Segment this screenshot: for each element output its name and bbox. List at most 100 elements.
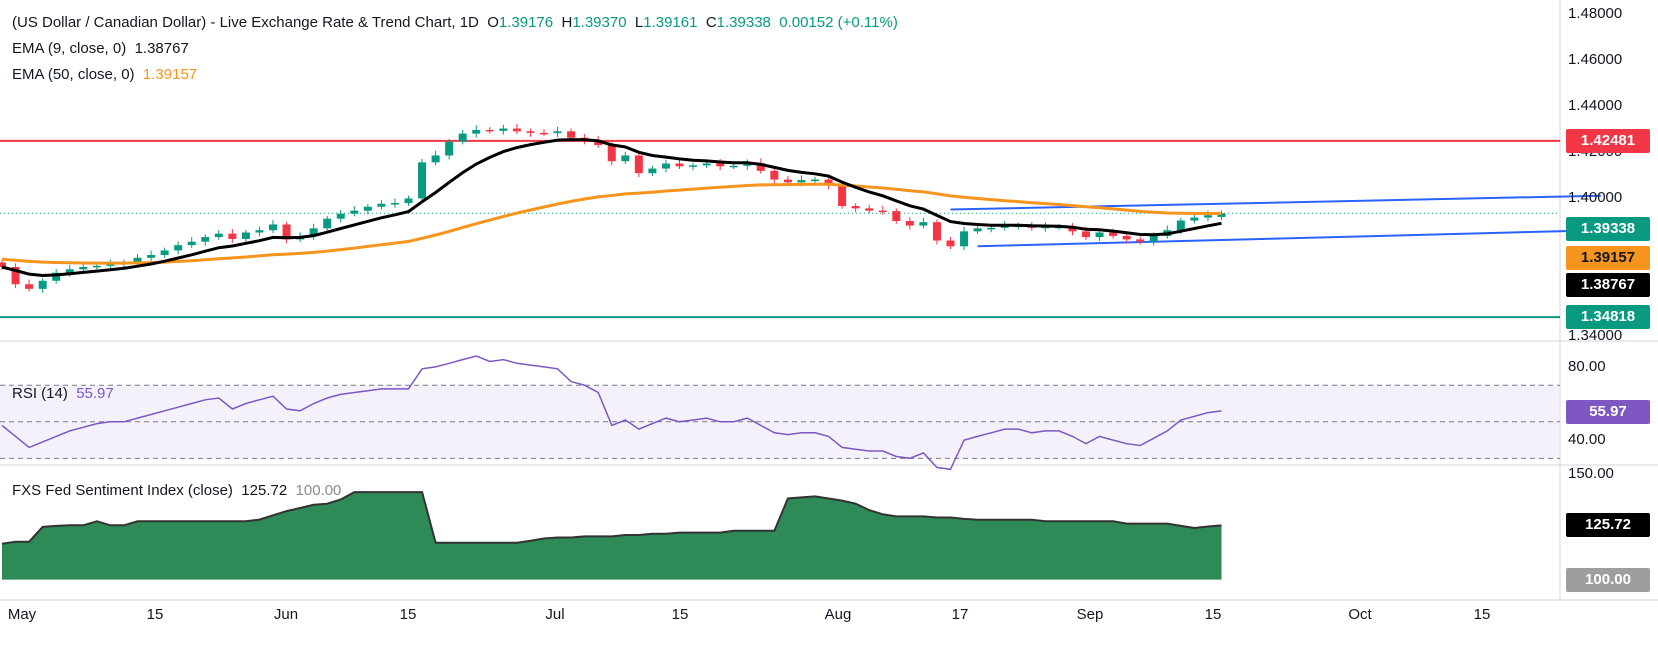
open-value: 1.39176 (498, 14, 554, 31)
change-value: 0.00152 (779, 14, 834, 31)
fed-value-secondary: 100.00 (295, 482, 342, 499)
rsi-pane[interactable] (0, 355, 1560, 471)
ema9-legend: EMA (9, close, 0) 1.38767 (12, 40, 189, 57)
fed-value: 125.72 (241, 482, 288, 499)
candle-body-72 (973, 228, 982, 232)
candle-body-54 (729, 165, 738, 168)
candle-body-8 (106, 264, 115, 266)
candle-body-26 (350, 210, 359, 214)
candle-body-37 (499, 128, 508, 131)
chart-title-row: (US Dollar / Canadian Dollar) - Live Exc… (12, 14, 898, 31)
candle-body-25 (336, 213, 345, 219)
candle-body-31 (418, 162, 427, 199)
price-pane[interactable] (0, 123, 1601, 319)
candle-body-35 (472, 129, 481, 134)
ema9-line (1, 138, 1222, 278)
candle-body-24 (323, 218, 332, 229)
candle-body-52 (702, 163, 711, 166)
candle-body-82 (1109, 232, 1118, 236)
candle-body-3 (38, 280, 47, 289)
candle-body-55 (743, 163, 752, 166)
price-tick-6: 1.34000 (1568, 327, 1623, 344)
price-level-tag-3: 1.38767 (1566, 273, 1650, 297)
candle-body-58 (783, 179, 792, 183)
rsi-tick-0: 80.00 (1568, 357, 1606, 375)
ema50-value: 1.39157 (142, 66, 198, 83)
candle-body-50 (675, 163, 684, 167)
candle-body-11 (147, 255, 156, 258)
trendline-channel-bottom (977, 229, 1601, 248)
candle-body-20 (269, 224, 277, 231)
candle-body-56 (756, 163, 765, 171)
change-percent: (+0.11%) (837, 14, 898, 31)
candle-body-47 (634, 155, 643, 174)
candle-body-63 (851, 206, 860, 209)
high-value: 1.39370 (572, 14, 627, 31)
fed-value-tag: 125.72 (1566, 513, 1650, 538)
candle-body-33 (445, 141, 454, 156)
price-tick-2: 1.44000 (1568, 97, 1623, 114)
candle-body-90 (1217, 213, 1226, 217)
candle-body-40 (540, 132, 548, 135)
candle-body-45 (607, 145, 616, 162)
candle-body-38 (512, 128, 521, 132)
x-tick-5: 15 (671, 606, 689, 623)
candle-body-53 (716, 163, 725, 167)
candle-body-85 (1149, 235, 1158, 242)
candle-body-48 (648, 168, 657, 174)
candle-body-77 (1041, 226, 1050, 229)
candle-body-59 (797, 180, 806, 183)
candle-body-28 (377, 203, 386, 207)
candle-body-73 (987, 227, 996, 230)
candle-body-1 (11, 267, 20, 285)
x-tick-6: Aug (824, 606, 852, 623)
ema9-label: EMA (9, close, 0) (12, 40, 127, 57)
trendline-channel-top (950, 194, 1601, 211)
candle-body-30 (404, 198, 413, 204)
candle-body-15 (201, 237, 210, 242)
candle-body-49 (661, 163, 670, 169)
x-tick-2: Jun (273, 606, 299, 623)
candle-body-44 (594, 140, 603, 146)
rsi-value: 55.97 (76, 385, 114, 402)
x-tick-11: 15 (1473, 606, 1491, 623)
candle-body-0 (0, 262, 6, 267)
fed-tick-0: 150.00 (1568, 465, 1614, 483)
candle-body-88 (1190, 217, 1199, 221)
x-tick-10: Oct (1348, 606, 1372, 623)
candle-body-67 (905, 221, 914, 226)
candle-body-62 (838, 185, 847, 207)
x-tick-8: Sep (1076, 606, 1104, 623)
x-tick-3: 15 (399, 606, 417, 623)
price-level-tag-4: 1.34818 (1566, 305, 1650, 330)
candle-body-42 (567, 131, 576, 138)
ema50-line (1, 182, 1222, 265)
ema9-value: 1.38767 (134, 40, 189, 57)
candle-body-32 (431, 155, 440, 163)
candle-body-46 (621, 155, 630, 162)
candle-body-19 (255, 230, 264, 233)
low-label: L (634, 14, 644, 31)
candle-body-17 (228, 233, 237, 239)
candle-body-14 (187, 241, 196, 246)
price-tick-4: 1.40000 (1568, 189, 1623, 206)
candle-body-57 (770, 170, 779, 180)
x-tick-7: 17 (951, 606, 969, 623)
fed-area-line (1, 491, 1222, 545)
price-level-tag-0: 1.42481 (1566, 128, 1650, 153)
close-value: 1.39338 (716, 14, 771, 31)
fed-sentiment-pane[interactable] (1, 491, 1222, 580)
candle-body-4 (52, 272, 61, 281)
x-tick-9: 15 (1204, 606, 1222, 623)
candle-body-80 (1082, 231, 1090, 238)
candle-body-21 (282, 224, 291, 240)
fed-area-fill (2, 492, 1222, 580)
close-label: C (705, 14, 717, 31)
chart-title: (US Dollar / Canadian Dollar) - Live Exc… (12, 14, 479, 31)
candle-body-5 (65, 269, 74, 273)
rsi-legend: RSI (14) 55.97 (12, 385, 114, 402)
ema50-label: EMA (50, close, 0) (12, 66, 135, 83)
x-tick-1: 15 (146, 606, 164, 623)
rsi-tick-1: 40.00 (1568, 431, 1606, 449)
